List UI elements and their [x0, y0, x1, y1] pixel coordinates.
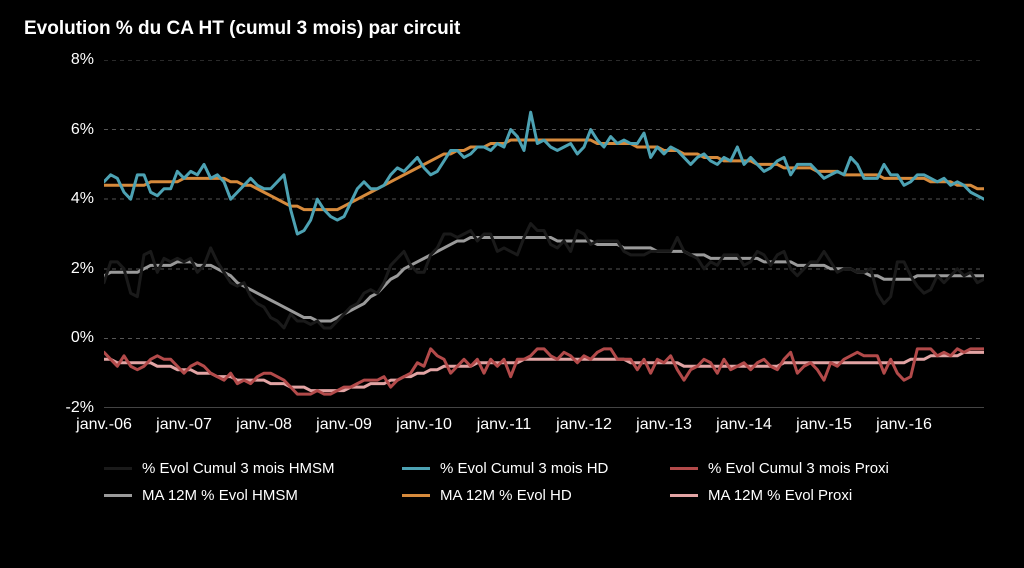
legend-item-ma_12_hmsm: MA 12M % Evol HMSM	[104, 487, 384, 504]
x-tick-label: janv.-06	[76, 416, 132, 434]
y-tick-label: 2%	[71, 260, 94, 278]
y-axis-labels: -2%0%2%4%6%8%	[56, 60, 100, 408]
chart-title: Evolution % du CA HT (cumul 3 mois) par …	[24, 18, 460, 40]
series-ma_12_hmsm	[104, 237, 984, 321]
x-tick-label: janv.-14	[716, 416, 772, 434]
y-tick-label: 6%	[71, 121, 94, 139]
legend-item-cumul_3mois: % Evol Cumul 3 mois HMSM	[104, 460, 384, 477]
legend-label: % Evol Cumul 3 mois HD	[440, 460, 608, 477]
y-tick-label: -2%	[66, 399, 94, 417]
series-cumul_3mois_hd	[104, 112, 984, 234]
legend-item-cumul_3mois_hd: % Evol Cumul 3 mois HD	[402, 460, 652, 477]
x-tick-label: janv.-10	[396, 416, 452, 434]
x-tick-label: janv.-07	[156, 416, 212, 434]
legend-swatch	[670, 467, 698, 470]
legend-label: % Evol Cumul 3 mois Proxi	[708, 460, 889, 477]
x-tick-label: janv.-09	[316, 416, 372, 434]
x-tick-label: janv.-15	[796, 416, 852, 434]
legend-label: MA 12M % Evol Proxi	[708, 487, 852, 504]
y-tick-label: 0%	[71, 329, 94, 347]
x-tick-label: janv.-13	[636, 416, 692, 434]
legend-label: MA 12M % Evol HMSM	[142, 487, 298, 504]
series-cumul_3mois	[104, 224, 984, 328]
x-tick-label: janv.-12	[556, 416, 612, 434]
legend-label: % Evol Cumul 3 mois HMSM	[142, 460, 335, 477]
legend-item-ma_12_hd: MA 12M % Evol HD	[402, 487, 652, 504]
plot-svg	[104, 60, 984, 408]
legend-swatch	[670, 494, 698, 497]
legend-item-ma_12_proxi: MA 12M % Evol Proxi	[670, 487, 920, 504]
legend-item-cumul_3mois_proxi: % Evol Cumul 3 mois Proxi	[670, 460, 920, 477]
y-tick-label: 8%	[71, 51, 94, 69]
y-tick-label: 4%	[71, 190, 94, 208]
legend-swatch	[402, 467, 430, 470]
series-ma_12_proxi	[104, 352, 984, 390]
x-axis-labels: janv.-06janv.-07janv.-08janv.-09janv.-10…	[104, 416, 984, 442]
legend-swatch	[104, 467, 132, 470]
x-tick-label: janv.-08	[236, 416, 292, 434]
x-tick-label: janv.-16	[876, 416, 932, 434]
legend-swatch	[104, 494, 132, 497]
legend-swatch	[402, 494, 430, 497]
plot-area	[104, 60, 984, 408]
x-tick-label: janv.-11	[477, 416, 532, 434]
legend-label: MA 12M % Evol HD	[440, 487, 572, 504]
series-cumul_3mois_proxi	[104, 349, 984, 394]
legend: % Evol Cumul 3 mois HMSM % Evol Cumul 3 m…	[104, 460, 984, 504]
